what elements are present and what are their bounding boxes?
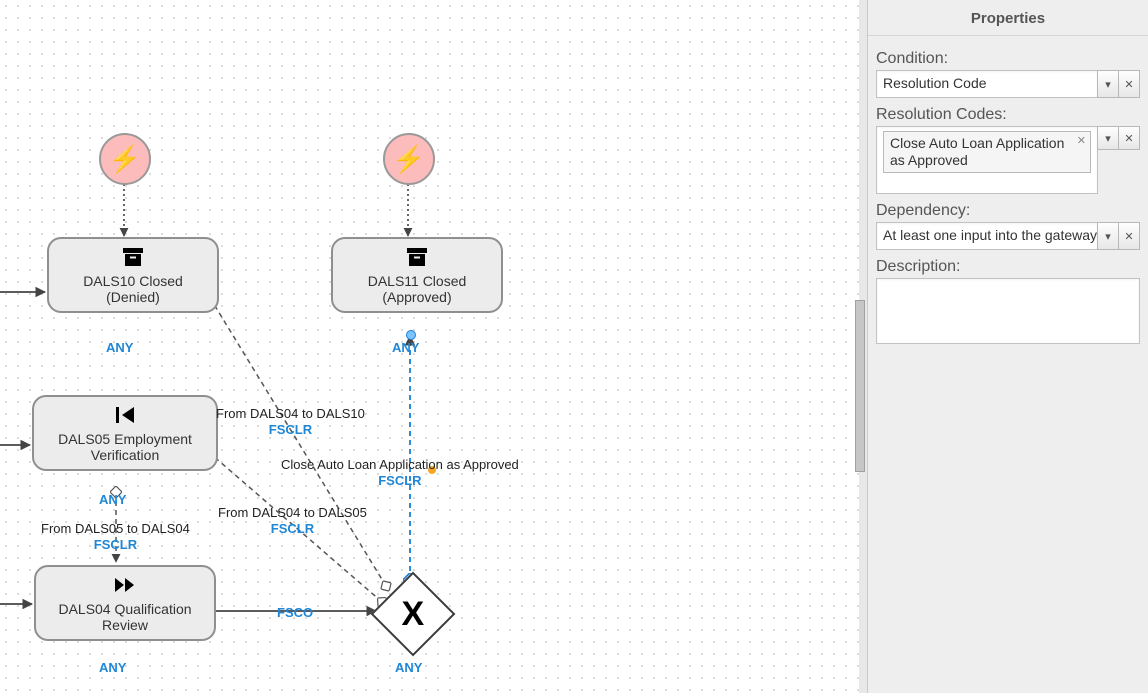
edge-label-selected: Close Auto Loan Application as Approved … bbox=[281, 457, 519, 488]
chevron-down-icon: ▾ bbox=[1105, 230, 1111, 243]
lightning-icon: ⚡ bbox=[109, 146, 141, 172]
properties-panel: Properties Condition: Resolution Code ▾ … bbox=[867, 0, 1148, 693]
task-dals10[interactable]: DALS10 Closed (Denied) bbox=[47, 237, 219, 313]
start-event-dals11[interactable]: ⚡ bbox=[383, 133, 435, 185]
task-title: DALS11 Closed (Approved) bbox=[341, 273, 493, 305]
edge-endpoint[interactable] bbox=[406, 330, 416, 340]
token-remove-icon[interactable]: ✕ bbox=[1077, 135, 1086, 148]
chevron-down-icon: ▾ bbox=[1105, 78, 1111, 91]
label-dependency: Dependency: bbox=[876, 202, 1140, 220]
fast-forward-icon bbox=[44, 575, 206, 599]
dependency-clear-button[interactable]: ✕ bbox=[1118, 222, 1140, 250]
any-label: ANY bbox=[99, 492, 126, 507]
task-title: DALS05 Employment Verification bbox=[42, 431, 208, 463]
condition-field[interactable]: Resolution Code bbox=[876, 70, 1098, 98]
task-dals04[interactable]: DALS04 Qualification Review bbox=[34, 565, 216, 641]
label-condition: Condition: bbox=[876, 50, 1140, 68]
any-label: ANY bbox=[106, 340, 133, 355]
panel-splitter[interactable] bbox=[859, 0, 867, 693]
archive-icon bbox=[57, 247, 209, 271]
panel-title: Properties bbox=[868, 0, 1148, 36]
resolution-dropdown-button[interactable]: ▾ bbox=[1097, 126, 1119, 150]
resize-handle[interactable] bbox=[855, 300, 865, 472]
edge-label: From DALS04 to DALS10 FSCLR bbox=[216, 406, 365, 437]
token-label: Close Auto Loan Application as Approved bbox=[890, 135, 1064, 168]
resolution-clear-button[interactable]: ✕ bbox=[1118, 126, 1140, 150]
token-resolution-code[interactable]: Close Auto Loan Application as Approved … bbox=[883, 131, 1091, 173]
any-label: ANY bbox=[392, 340, 419, 355]
task-dals11[interactable]: DALS11 Closed (Approved) bbox=[331, 237, 503, 313]
any-label: ANY bbox=[395, 660, 422, 675]
edge-label: FSCO bbox=[277, 605, 313, 621]
dependency-dropdown-button[interactable]: ▾ bbox=[1097, 222, 1119, 250]
label-resolution-codes: Resolution Codes: bbox=[876, 106, 1140, 124]
workflow-canvas[interactable]: ⚡ ⚡ DALS10 Closed (Denied) ANY DALS11 Cl… bbox=[0, 0, 859, 693]
edge-label: From DALS04 to DALS05 FSCLR bbox=[218, 505, 367, 536]
chevron-down-icon: ▾ bbox=[1105, 132, 1111, 145]
edge-label: From DALS05 to DALS04 FSCLR bbox=[41, 521, 190, 552]
condition-dropdown-button[interactable]: ▾ bbox=[1097, 70, 1119, 98]
resolution-codes-field[interactable]: Close Auto Loan Application as Approved … bbox=[876, 126, 1098, 194]
archive-icon bbox=[341, 247, 493, 271]
any-label: ANY bbox=[99, 660, 126, 675]
close-icon: ✕ bbox=[1124, 230, 1133, 243]
dependency-field[interactable]: At least one input into the gateway bbox=[876, 222, 1098, 250]
close-icon: ✕ bbox=[1124, 78, 1133, 91]
start-event-dals10[interactable]: ⚡ bbox=[99, 133, 151, 185]
exclusive-gateway[interactable]: X bbox=[371, 572, 456, 657]
gateway-x-icon: X bbox=[402, 595, 425, 634]
condition-clear-button[interactable]: ✕ bbox=[1118, 70, 1140, 98]
label-description: Description: bbox=[876, 258, 1140, 276]
task-title: DALS04 Qualification Review bbox=[44, 601, 206, 633]
lightning-icon: ⚡ bbox=[393, 146, 425, 172]
task-title: DALS10 Closed (Denied) bbox=[57, 273, 209, 305]
close-icon: ✕ bbox=[1124, 132, 1133, 145]
skip-back-icon bbox=[42, 405, 208, 429]
description-textarea[interactable] bbox=[876, 278, 1140, 344]
task-dals05[interactable]: DALS05 Employment Verification bbox=[32, 395, 218, 471]
